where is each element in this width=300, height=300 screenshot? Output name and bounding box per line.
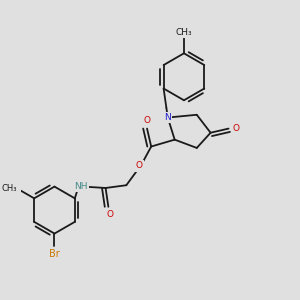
Text: NH: NH	[74, 182, 88, 191]
Text: O: O	[233, 124, 240, 133]
Text: N: N	[164, 113, 171, 122]
Text: O: O	[143, 116, 151, 125]
Text: CH₃: CH₃	[176, 28, 192, 37]
Text: CH₃: CH₃	[2, 184, 17, 193]
Text: O: O	[106, 210, 113, 219]
Text: Br: Br	[49, 249, 60, 259]
Text: O: O	[135, 161, 142, 170]
